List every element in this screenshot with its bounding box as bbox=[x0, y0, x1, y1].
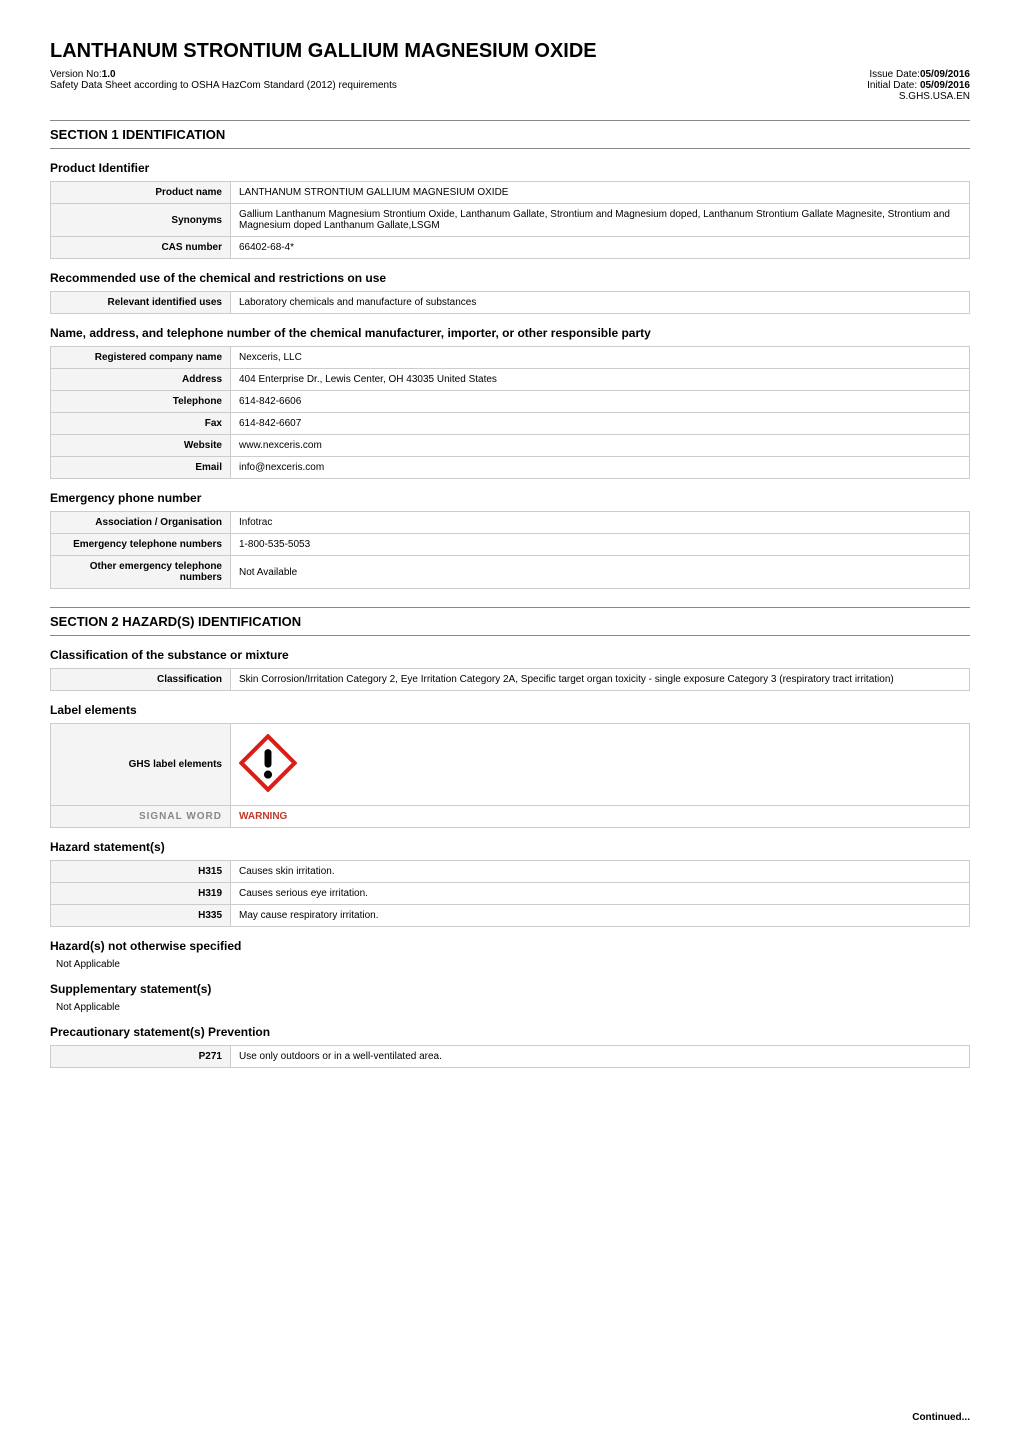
section2-header: SECTION 2 HAZARD(S) IDENTIFICATION bbox=[50, 607, 970, 636]
table-row: SIGNAL WORD WARNING bbox=[51, 806, 970, 828]
table-row: Telephone614-842-6606 bbox=[51, 391, 970, 413]
cas-label: CAS number bbox=[51, 237, 231, 259]
other-emergency-tel-label: Other emergency telephone numbers bbox=[51, 556, 231, 589]
address-value: 404 Enterprise Dr., Lewis Center, OH 430… bbox=[231, 369, 970, 391]
table-row: GHS label elements bbox=[51, 724, 970, 806]
relevant-uses-label: Relevant identified uses bbox=[51, 292, 231, 314]
version-value: 1.0 bbox=[102, 69, 116, 80]
telephone-value: 614-842-6606 bbox=[231, 391, 970, 413]
h335-label: H335 bbox=[51, 905, 231, 927]
table-row: H335May cause respiratory irritation. bbox=[51, 905, 970, 927]
precautionary-head: Precautionary statement(s) Prevention bbox=[50, 1025, 970, 1039]
synonyms-label: Synonyms bbox=[51, 204, 231, 237]
website-value: www.nexceris.com bbox=[231, 435, 970, 457]
table-row: H315Causes skin irritation. bbox=[51, 861, 970, 883]
page-footer: Continued... bbox=[912, 1412, 970, 1423]
label-elements-head: Label elements bbox=[50, 703, 970, 717]
hazard-nos-head: Hazard(s) not otherwise specified bbox=[50, 939, 970, 953]
h315-value: Causes skin irritation. bbox=[231, 861, 970, 883]
product-identifier-table: Product name LANTHANUM STRONTIUM GALLIUM… bbox=[50, 181, 970, 259]
email-label: Email bbox=[51, 457, 231, 479]
issue-date-label: Issue Date: bbox=[869, 69, 920, 80]
association-label: Association / Organisation bbox=[51, 512, 231, 534]
manufacturer-table: Registered company nameNexceris, LLC Add… bbox=[50, 346, 970, 479]
table-row: Address404 Enterprise Dr., Lewis Center,… bbox=[51, 369, 970, 391]
email-value: info@nexceris.com bbox=[231, 457, 970, 479]
product-name-label: Product name bbox=[51, 182, 231, 204]
initial-date: 05/09/2016 bbox=[920, 80, 970, 91]
cas-value: 66402-68-4* bbox=[231, 237, 970, 259]
association-value: Infotrac bbox=[231, 512, 970, 534]
ghs-label: GHS label elements bbox=[51, 724, 231, 806]
fax-value: 614-842-6607 bbox=[231, 413, 970, 435]
issue-date: 05/09/2016 bbox=[920, 69, 970, 80]
table-row: Association / OrganisationInfotrac bbox=[51, 512, 970, 534]
table-row: P271Use only outdoors or in a well-venti… bbox=[51, 1046, 970, 1068]
synonyms-value: Gallium Lanthanum Magnesium Strontium Ox… bbox=[231, 204, 970, 237]
hazard-statements-head: Hazard statement(s) bbox=[50, 840, 970, 854]
table-row: Product name LANTHANUM STRONTIUM GALLIUM… bbox=[51, 182, 970, 204]
version-label: Version No: bbox=[50, 69, 102, 80]
classification-head: Classification of the substance or mixtu… bbox=[50, 648, 970, 662]
table-row: Relevant identified uses Laboratory chem… bbox=[51, 292, 970, 314]
h335-value: May cause respiratory irritation. bbox=[231, 905, 970, 927]
h319-label: H319 bbox=[51, 883, 231, 905]
table-row: H319Causes serious eye irritation. bbox=[51, 883, 970, 905]
address-label: Address bbox=[51, 369, 231, 391]
doc-meta-right: Issue Date:05/09/2016 Initial Date: 05/0… bbox=[867, 69, 970, 102]
product-identifier-head: Product Identifier bbox=[50, 161, 970, 175]
ghs-exclamation-icon bbox=[239, 734, 297, 792]
website-label: Website bbox=[51, 435, 231, 457]
fax-label: Fax bbox=[51, 413, 231, 435]
table-row: Fax614-842-6607 bbox=[51, 413, 970, 435]
h319-value: Causes serious eye irritation. bbox=[231, 883, 970, 905]
doc-meta-left: Version No:1.0 Safety Data Sheet accordi… bbox=[50, 69, 397, 91]
table-row: Other emergency telephone numbersNot Ava… bbox=[51, 556, 970, 589]
section1-header: SECTION 1 IDENTIFICATION bbox=[50, 120, 970, 149]
classification-value: Skin Corrosion/Irritation Category 2, Ey… bbox=[231, 669, 970, 691]
relevant-uses-value: Laboratory chemicals and manufacture of … bbox=[231, 292, 970, 314]
table-row: Emailinfo@nexceris.com bbox=[51, 457, 970, 479]
emergency-tel-label: Emergency telephone numbers bbox=[51, 534, 231, 556]
hazard-statements-table: H315Causes skin irritation. H319Causes s… bbox=[50, 860, 970, 927]
emergency-head: Emergency phone number bbox=[50, 491, 970, 505]
classification-table: Classification Skin Corrosion/Irritation… bbox=[50, 668, 970, 691]
h315-label: H315 bbox=[51, 861, 231, 883]
document-title: LANTHANUM STRONTIUM GALLIUM MAGNESIUM OX… bbox=[50, 40, 970, 63]
recommended-use-head: Recommended use of the chemical and rest… bbox=[50, 271, 970, 285]
emergency-table: Association / OrganisationInfotrac Emerg… bbox=[50, 511, 970, 589]
other-emergency-tel-value: Not Available bbox=[231, 556, 970, 589]
label-elements-table: GHS label elements SIGNAL WORD WARNING bbox=[50, 723, 970, 828]
emergency-tel-value: 1-800-535-5053 bbox=[231, 534, 970, 556]
manufacturer-head: Name, address, and telephone number of t… bbox=[50, 326, 970, 340]
supplementary-head: Supplementary statement(s) bbox=[50, 982, 970, 996]
p271-label: P271 bbox=[51, 1046, 231, 1068]
supplementary-value: Not Applicable bbox=[56, 1002, 970, 1013]
warning-text: WARNING bbox=[239, 811, 287, 822]
product-name-value: LANTHANUM STRONTIUM GALLIUM MAGNESIUM OX… bbox=[231, 182, 970, 204]
table-row: Synonyms Gallium Lanthanum Magnesium Str… bbox=[51, 204, 970, 237]
sds-note: Safety Data Sheet according to OSHA HazC… bbox=[50, 80, 397, 91]
table-row: Classification Skin Corrosion/Irritation… bbox=[51, 669, 970, 691]
telephone-label: Telephone bbox=[51, 391, 231, 413]
p271-value: Use only outdoors or in a well-ventilate… bbox=[231, 1046, 970, 1068]
doc-meta-row: Version No:1.0 Safety Data Sheet accordi… bbox=[50, 69, 970, 102]
signal-word-label: SIGNAL WORD bbox=[51, 806, 231, 828]
table-row: Emergency telephone numbers1-800-535-505… bbox=[51, 534, 970, 556]
company-name-label: Registered company name bbox=[51, 347, 231, 369]
classification-label: Classification bbox=[51, 669, 231, 691]
table-row: Registered company nameNexceris, LLC bbox=[51, 347, 970, 369]
signal-word-value: WARNING bbox=[231, 806, 970, 828]
doc-code: S.GHS.USA.EN bbox=[867, 91, 970, 102]
table-row: Websitewww.nexceris.com bbox=[51, 435, 970, 457]
table-row: CAS number 66402-68-4* bbox=[51, 237, 970, 259]
initial-date-label: Initial Date: bbox=[867, 80, 920, 91]
ghs-pictogram-cell bbox=[231, 724, 970, 806]
recommended-use-table: Relevant identified uses Laboratory chem… bbox=[50, 291, 970, 314]
precautionary-table: P271Use only outdoors or in a well-venti… bbox=[50, 1045, 970, 1068]
hazard-nos-value: Not Applicable bbox=[56, 959, 970, 970]
company-name-value: Nexceris, LLC bbox=[231, 347, 970, 369]
